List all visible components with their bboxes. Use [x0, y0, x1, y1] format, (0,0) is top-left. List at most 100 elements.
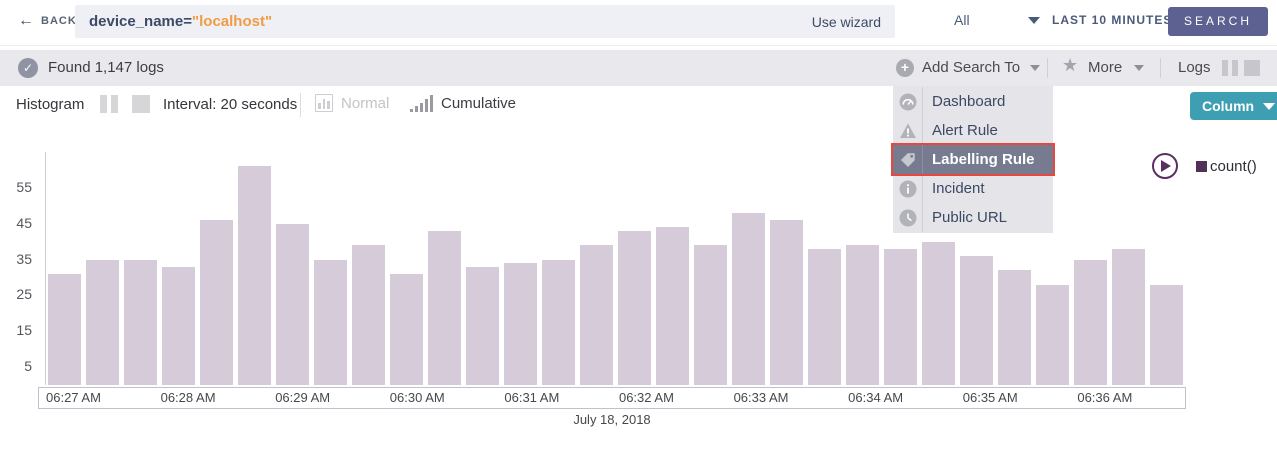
histogram-bar[interactable]	[998, 270, 1031, 385]
y-axis-tick-label: 25	[16, 286, 32, 302]
check-circle-icon: ✓	[18, 58, 38, 78]
menu-item-label: Dashboard	[932, 93, 1006, 110]
legend-swatch	[1196, 161, 1207, 172]
histogram-label: Histogram	[16, 96, 85, 113]
histogram-bar[interactable]	[466, 266, 499, 385]
histogram-bar[interactable]	[314, 259, 347, 385]
column-label: Column	[1202, 98, 1255, 114]
histogram-bar[interactable]	[846, 245, 879, 385]
plus-circle-icon: +	[896, 59, 914, 77]
histogram-bar[interactable]	[276, 223, 309, 385]
legend-series-label: count()	[1210, 158, 1257, 175]
stop-histogram-button[interactable]	[132, 95, 150, 113]
cumulative-label: Cumulative	[441, 95, 517, 112]
alert-triangle-icon	[893, 116, 923, 145]
add-search-to-button[interactable]: Add Search To	[922, 59, 1021, 76]
histogram-bar[interactable]	[960, 256, 993, 385]
add-search-to-menu: Dashboard Alert Rule Labelling Rule Inciden…	[893, 86, 1053, 233]
back-button[interactable]: ← BACK	[18, 13, 77, 29]
scope-selected-value: All	[954, 12, 970, 28]
histogram-bar[interactable]	[922, 241, 955, 385]
histogram-bar[interactable]	[124, 259, 157, 385]
stop-logs-button[interactable]	[1244, 60, 1260, 76]
chevron-down-icon	[1030, 65, 1040, 71]
pause-histogram-button[interactable]	[100, 95, 118, 113]
histogram-bar[interactable]	[86, 259, 119, 385]
time-range-value: LAST 10 MINUTES	[1052, 13, 1173, 27]
y-axis-tick-label: 45	[16, 215, 32, 231]
x-axis-tick-label: 06:35 AM	[962, 390, 1018, 405]
histogram-bar[interactable]	[580, 245, 613, 385]
normal-label: Normal	[341, 95, 390, 112]
found-logs-count: Found 1,147 logs	[48, 59, 164, 76]
use-wizard-link[interactable]: Use wizard	[811, 13, 881, 30]
histogram-bar[interactable]	[504, 263, 537, 385]
histogram-bar[interactable]	[656, 227, 689, 385]
back-arrow-icon: ←	[18, 12, 34, 29]
interval-label: Interval: 20 seconds	[163, 96, 298, 113]
histogram-bar[interactable]	[694, 245, 727, 385]
y-axis-tick-label: 35	[16, 251, 32, 267]
x-axis-tick-label: 06:30 AM	[389, 390, 445, 405]
logs-label: Logs	[1178, 59, 1211, 76]
normal-mode-toggle[interactable]: Normal	[315, 94, 389, 112]
histogram-bar[interactable]	[808, 248, 841, 385]
more-button[interactable]: More	[1088, 59, 1123, 76]
x-axis-date-label: July 18, 2018	[573, 412, 651, 427]
search-query-text: device_name="localhost"	[89, 13, 272, 30]
histogram-bar[interactable]	[618, 230, 651, 385]
query-field-name: device_name=	[89, 13, 192, 30]
cumulative-mode-toggle[interactable]: Cumulative	[410, 94, 516, 112]
play-button[interactable]	[1152, 153, 1178, 179]
histogram-bar[interactable]	[238, 166, 271, 385]
histogram-bar[interactable]	[162, 266, 195, 385]
menu-item-label: Alert Rule	[932, 122, 998, 139]
x-axis-label-band: 06:27 AM 06:28 AM 06:29 AM 06:30 AM 06:31 AM…	[38, 387, 1186, 409]
scope-dropdown[interactable]: All	[932, 12, 1040, 28]
public-url-icon	[893, 203, 923, 232]
play-icon	[1161, 160, 1171, 172]
menu-item-public-url[interactable]: Public URL	[893, 203, 1053, 232]
histogram-bar[interactable]	[390, 273, 423, 385]
histogram-bar[interactable]	[48, 273, 81, 385]
histogram-bar[interactable]	[1074, 259, 1107, 385]
menu-item-label: Public URL	[932, 209, 1008, 226]
y-axis-tick-label: 55	[16, 179, 32, 195]
histogram-bar[interactable]	[428, 230, 461, 385]
y-axis-line	[45, 152, 46, 385]
search-button[interactable]: SEARCH	[1168, 7, 1268, 36]
column-type-dropdown[interactable]: Column	[1190, 92, 1277, 120]
histogram-bar[interactable]	[200, 220, 233, 385]
x-axis-tick-label: 06:33 AM	[733, 390, 789, 405]
search-query-input[interactable]: device_name="localhost" Use wizard	[75, 5, 895, 38]
chevron-down-icon	[1134, 65, 1144, 71]
histogram-controls: Histogram Interval: 20 seconds Normal Cu…	[0, 86, 1277, 124]
query-field-value: "localhost"	[192, 13, 273, 30]
histogram-plot	[46, 152, 1185, 385]
histogram-bar[interactable]	[1036, 284, 1069, 385]
histogram-bar[interactable]	[1150, 284, 1183, 385]
x-axis-tick-label: 06:36 AM	[1077, 390, 1133, 405]
histogram-bar[interactable]	[732, 212, 765, 385]
x-axis-tick-label: 06:27 AM	[46, 390, 101, 405]
histogram-bar[interactable]	[770, 220, 803, 385]
menu-item-labelling-rule[interactable]: Labelling Rule	[893, 145, 1053, 174]
menu-item-incident[interactable]: Incident	[893, 174, 1053, 203]
menu-item-alert-rule[interactable]: Alert Rule	[893, 116, 1053, 145]
histogram-bar[interactable]	[884, 248, 917, 385]
bar-chart-icon	[315, 94, 333, 112]
info-icon	[893, 174, 923, 203]
chart-legend: count()	[1196, 158, 1257, 175]
back-label: BACK	[41, 15, 77, 27]
menu-item-label: Incident	[932, 180, 985, 197]
histogram-bar[interactable]	[352, 245, 385, 385]
menu-item-dashboard[interactable]: Dashboard	[893, 87, 1053, 116]
divider	[1160, 58, 1161, 78]
x-axis-tick-label: 06:34 AM	[848, 390, 904, 405]
histogram-bar[interactable]	[1112, 248, 1145, 385]
pause-logs-button[interactable]	[1222, 60, 1238, 76]
divider	[1047, 58, 1048, 78]
y-axis-tick-label: 5	[24, 358, 32, 374]
histogram-bar[interactable]	[542, 259, 575, 385]
